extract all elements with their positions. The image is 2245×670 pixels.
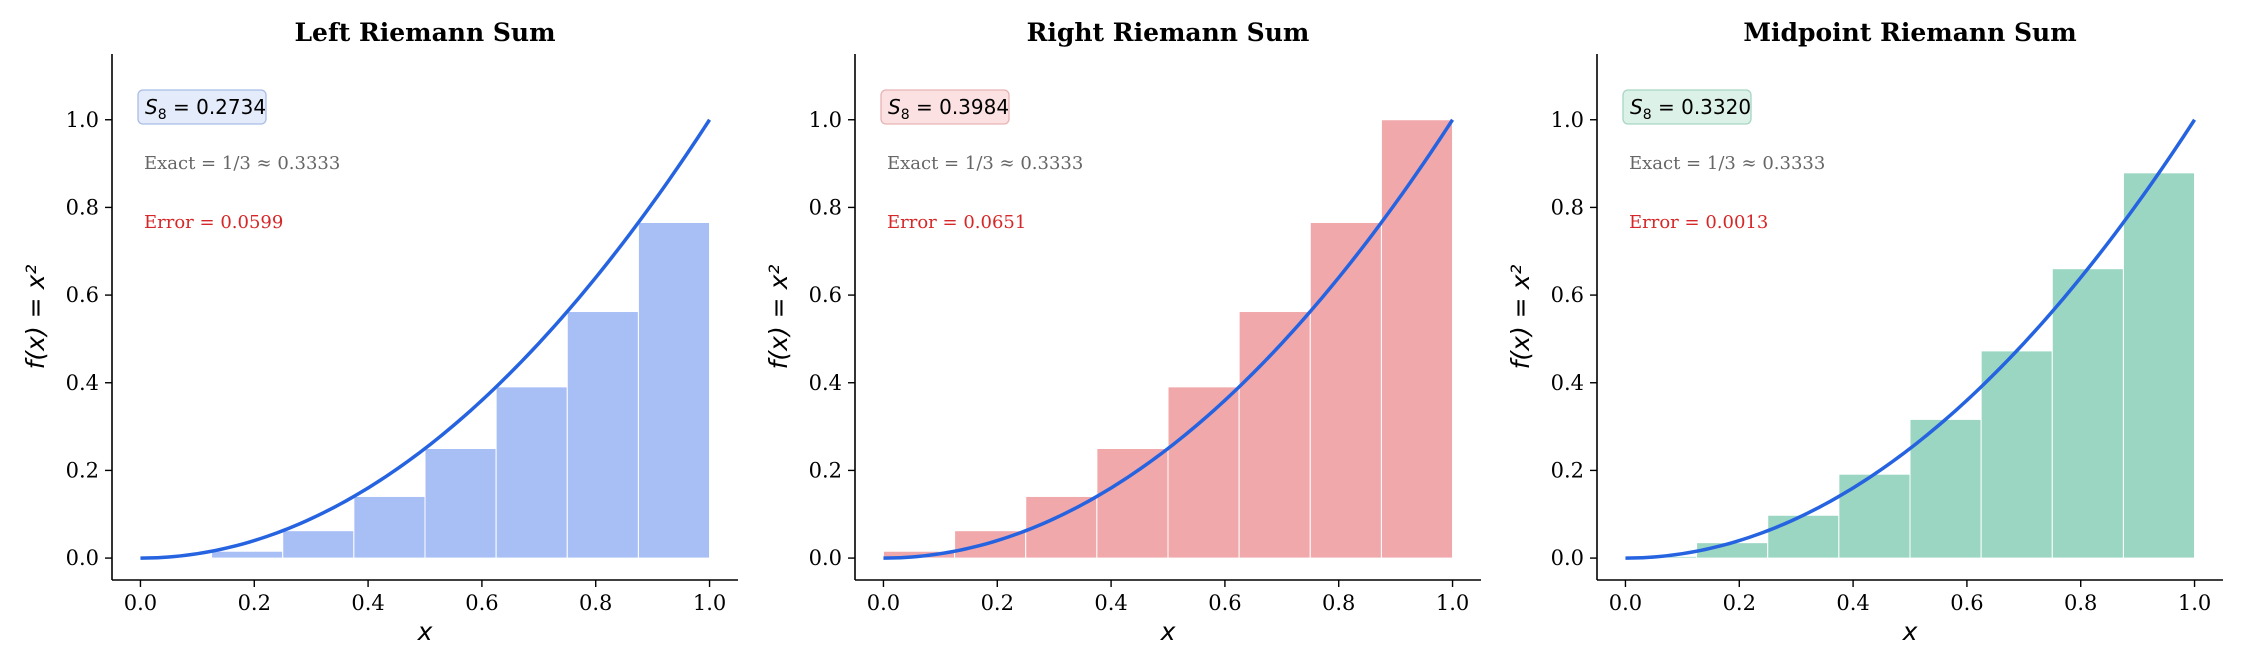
bar (2051, 268, 2124, 559)
sum-value-label: S8 = 0.3320 (1630, 95, 1751, 123)
bar (1909, 418, 1982, 559)
left-riemann-panel: Left Riemann Sum 0.0 0.2 0.4 0.6 0.8 1.00.00.… (21, 18, 738, 646)
bar (1096, 448, 1169, 559)
y-tick-label: 0.8 (1551, 195, 1584, 219)
plot-area: 0.0 0.2 0.4 0.6 0.8 1.0 0.0 0.2 0.4 0.6 0.8 1.0 x f(x… (21, 54, 738, 646)
y-tick-label: 0.4 (66, 371, 99, 395)
y-tick-label: 0.0 (809, 546, 842, 570)
bar (495, 386, 568, 559)
panel-title: Right Riemann Sum (1027, 18, 1310, 47)
x-tick-label: 0.0 (867, 591, 900, 615)
y-tick-label: 1.0 (809, 108, 842, 132)
y-tick-label: 1.0 (66, 108, 99, 132)
x-tick-label: 0.0 (1609, 591, 1642, 615)
y-tick-label: 1.0 (1551, 108, 1584, 132)
y-tick-label: 0.4 (1551, 371, 1584, 395)
y-tick-label: 0.0 (1551, 546, 1584, 570)
x-tick-label: 0.6 (1208, 591, 1241, 615)
x-tick-label: 0.4 (351, 591, 384, 615)
x-axis-label: x (1160, 617, 1176, 646)
x-tick-label: 0.6 (465, 591, 498, 615)
bar (566, 311, 639, 559)
bar (2122, 172, 2196, 559)
function-curve (140, 118, 712, 560)
bar (637, 221, 711, 559)
y-tick-label: 0.2 (809, 458, 842, 482)
x-tick-label: 1.0 (693, 591, 726, 615)
x-tick-label: 0.0 (124, 591, 157, 615)
x-tick-label: 0.2 (1723, 591, 1756, 615)
x-axis-label: x (417, 617, 433, 646)
midpoint-riemann-panel: Midpoint Riemann Sum 0.0 0.2 0.4 0.6 0.8 1.00… (1506, 18, 2223, 646)
bar (282, 530, 355, 559)
y-tick-label: 0.6 (809, 283, 842, 307)
bar (353, 495, 426, 559)
x-tick-label: 0.8 (1322, 591, 1355, 615)
plot-area: 0.0 0.2 0.4 0.6 0.8 1.0 0.0 0.2 0.4 0.6 0.8 1.0 x f(x… (1506, 54, 2223, 646)
bar (1838, 473, 1911, 559)
y-tick-label: 0.2 (66, 458, 99, 482)
y-tick-label: 0.6 (1551, 283, 1584, 307)
error-value-label: Error = 0.0651 (887, 212, 1026, 233)
x-axis-label: x (1902, 617, 1918, 646)
plot-area: 0.0 0.2 0.4 0.6 0.8 1.0 0.0 0.2 0.4 0.6 0.8 1.0 x f(x… (764, 54, 1481, 646)
bar (1309, 221, 1382, 559)
x-tick-label: 0.8 (579, 591, 612, 615)
y-axis-label: f(x) = x² (764, 265, 793, 370)
x-tick-label: 0.4 (1836, 591, 1869, 615)
error-value-label: Error = 0.0599 (144, 212, 283, 233)
x-tick-label: 0.2 (238, 591, 271, 615)
bar (211, 550, 284, 559)
y-tick-label: 0.6 (66, 283, 99, 307)
error-value-label: Error = 0.0013 (1629, 212, 1768, 233)
y-tick-label: 0.4 (809, 371, 842, 395)
function-curve (1625, 118, 2197, 560)
bar (424, 448, 497, 559)
exact-value-label: Exact = 1/3 ≈ 0.3333 (144, 153, 340, 174)
x-tick-label: 0.8 (2064, 591, 2097, 615)
sum-box (880, 89, 1010, 125)
y-tick-label: 0.8 (66, 195, 99, 219)
x-tick-label: 0.2 (981, 591, 1014, 615)
y-axis-label: f(x) = x² (21, 265, 50, 370)
sum-box (137, 89, 267, 125)
panel-title: Midpoint Riemann Sum (1743, 18, 2076, 47)
x-tick-label: 0.6 (1950, 591, 1983, 615)
sum-value-label: S8 = 0.3984 (888, 95, 1009, 123)
sum-box (1622, 89, 1752, 125)
y-tick-label: 0.8 (809, 195, 842, 219)
bar (1767, 514, 1840, 559)
exact-value-label: Exact = 1/3 ≈ 0.3333 (1629, 153, 1825, 174)
bar (1380, 119, 1454, 559)
x-tick-label: 1.0 (2178, 591, 2211, 615)
y-tick-label: 0.0 (66, 546, 99, 570)
x-tick-label: 1.0 (1436, 591, 1469, 615)
bar (1167, 386, 1240, 559)
y-axis-label: f(x) = x² (1506, 265, 1535, 370)
y-tick-label: 0.2 (1551, 458, 1584, 482)
x-tick-label: 0.4 (1094, 591, 1127, 615)
function-curve (883, 118, 1455, 560)
sum-value-label: S8 = 0.2734 (145, 95, 266, 123)
exact-value-label: Exact = 1/3 ≈ 0.3333 (887, 153, 1083, 174)
bar (1980, 350, 2053, 559)
panel-title: Left Riemann Sum (294, 18, 555, 47)
right-riemann-panel: Right Riemann Sum 0.0 0.2 0.4 0.6 0.8 1.00.00… (764, 18, 1481, 646)
